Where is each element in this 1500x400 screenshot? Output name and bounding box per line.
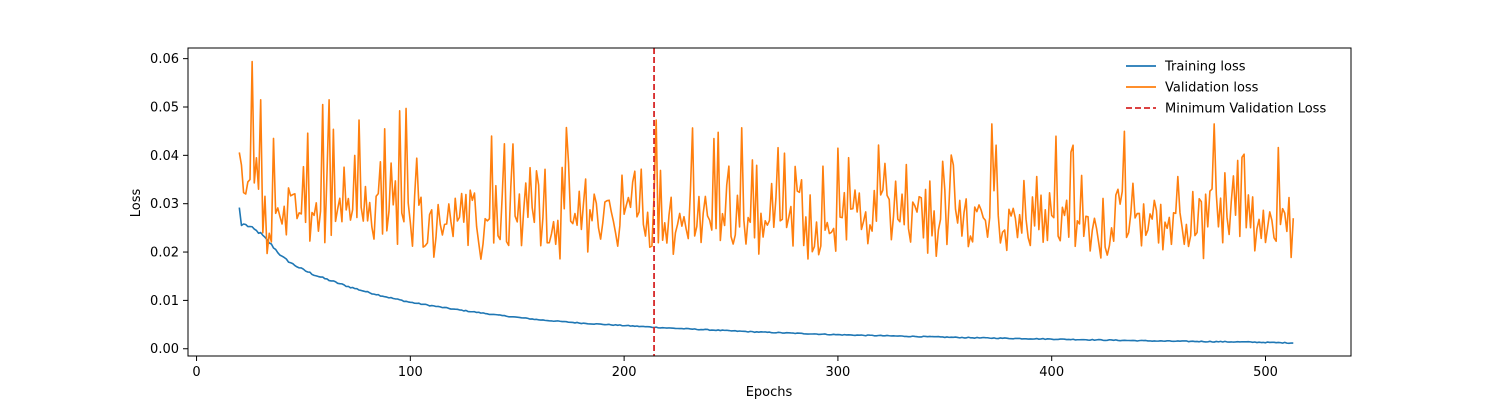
y-tick-label-3: 0.03	[150, 197, 179, 212]
plot-area	[238, 48, 1295, 356]
validation-loss-line	[238, 60, 1295, 260]
y-axis: 0.00 0.01 0.02 0.03 0.04 0.05 0.06	[150, 52, 188, 357]
x-tick-label-2: 200	[612, 365, 637, 380]
y-tick-label-1: 0.01	[150, 294, 179, 309]
legend-label-2: Minimum Validation Loss	[1165, 102, 1326, 117]
x-tick-label-5: 500	[1253, 365, 1278, 380]
y-axis-label: Loss	[129, 189, 144, 218]
axes-frame	[187, 47, 1352, 357]
x-tick-label-3: 300	[825, 365, 850, 380]
x-axis-label: Epochs	[746, 385, 793, 400]
legend-label-1: Validation loss	[1165, 81, 1259, 96]
x-tick-label-1: 100	[398, 365, 423, 380]
x-tick-label-0: 0	[192, 365, 200, 380]
legend: Training loss Validation loss Minimum Vali…	[1126, 60, 1326, 117]
x-tick-label-4: 400	[1039, 365, 1064, 380]
x-axis: 0 100 200 300 400 500	[192, 356, 1278, 380]
y-tick-label-0: 0.00	[150, 342, 179, 357]
y-tick-label-4: 0.04	[150, 149, 179, 164]
y-tick-label-2: 0.02	[150, 246, 179, 261]
y-tick-label-6: 0.06	[150, 52, 179, 67]
legend-label-0: Training loss	[1164, 60, 1246, 75]
y-tick-label-5: 0.05	[150, 100, 179, 115]
training-loss-line	[238, 207, 1294, 345]
